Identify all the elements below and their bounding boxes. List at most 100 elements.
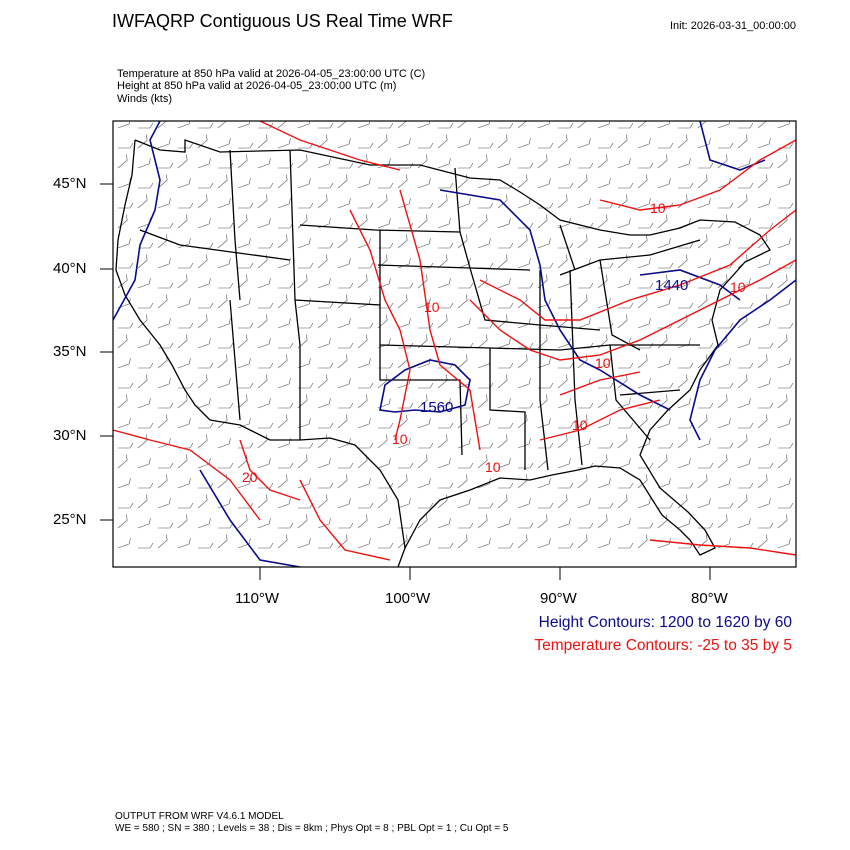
lon-label: 100°W [385, 590, 431, 607]
wind-barb [377, 458, 391, 469]
wind-barb [678, 362, 694, 369]
wind-barb [138, 482, 154, 489]
wind-barb [497, 134, 508, 149]
wind-barb [517, 474, 528, 489]
wind-barb [637, 138, 651, 149]
wind-barb [317, 434, 328, 449]
wind-barb [757, 498, 771, 509]
wind-barb [477, 238, 491, 249]
wind-barb [438, 122, 454, 129]
wind-barb [537, 178, 551, 189]
wind-barb [777, 394, 788, 409]
wind-barb [618, 542, 634, 549]
wind-barb [358, 202, 374, 209]
wind-barb [258, 422, 274, 429]
wind-barb [697, 174, 708, 189]
wind-barb [737, 314, 748, 329]
wind-barb [157, 294, 168, 309]
wind-barb [757, 234, 768, 249]
wind-barb [197, 134, 208, 149]
wind-barb [357, 178, 371, 189]
wind-barb [357, 274, 368, 289]
wind-barb [557, 434, 568, 449]
wind-barb [258, 542, 274, 549]
wind-barb [118, 502, 134, 509]
wind-barb [537, 154, 548, 169]
wind-barb [297, 418, 311, 429]
wind-barb [397, 534, 408, 549]
height-field-label: Height at 850 hPa valid at 2026-04-05_23… [117, 80, 397, 92]
wind-barb [357, 334, 368, 349]
wind-barb [158, 342, 174, 349]
wind-barb [497, 458, 511, 469]
wind-barb [578, 402, 594, 409]
wind-barb [717, 478, 731, 489]
wind-barb [297, 121, 311, 129]
wind-barb [457, 318, 471, 329]
wind-barb [657, 121, 671, 129]
wind-barb [417, 154, 428, 169]
wind-barb [417, 394, 428, 409]
wind-barb [517, 354, 528, 369]
wind-barb [198, 122, 214, 129]
wind-barb [118, 262, 134, 269]
wind-barb [157, 498, 171, 509]
wind-barb [337, 534, 348, 549]
wind-barb [257, 494, 268, 509]
wind-barb [678, 122, 694, 129]
wind-barb [677, 158, 691, 169]
wind-barb [278, 282, 294, 289]
temp-contour-label: 10 [730, 279, 746, 295]
wind-barb [718, 382, 734, 389]
model-config-label: WE = 580 ; SN = 380 ; Levels = 38 ; Dis … [115, 823, 509, 834]
wind-barb [217, 198, 231, 209]
wind-barb [377, 254, 388, 269]
wind-barb [477, 121, 491, 129]
wind-barb [197, 278, 211, 289]
wind-barb [617, 518, 631, 529]
wind-barb [617, 398, 631, 409]
wind-barb [217, 174, 228, 189]
wind-barb [117, 394, 128, 409]
height-contour-label: 1440 [655, 277, 688, 294]
wind-barb [357, 298, 371, 309]
wind-barb [217, 138, 231, 149]
wind-barb [218, 462, 234, 469]
wind-barb [657, 298, 671, 309]
wind-barb [397, 498, 411, 509]
wind-barb [397, 234, 408, 249]
wind-barb [557, 518, 571, 529]
wind-barb [317, 194, 328, 209]
wind-barb [198, 302, 214, 309]
wind-barb [337, 318, 351, 329]
wind-barb [377, 518, 391, 529]
wind-barb [197, 194, 208, 209]
wind-barb [777, 154, 788, 169]
wind-barb [437, 458, 451, 469]
wind-barb [157, 198, 171, 209]
wind-barb [237, 154, 248, 169]
wind-barb [598, 262, 614, 269]
wind-barb [337, 138, 351, 149]
wind-barb [438, 542, 454, 549]
wind-barb [598, 442, 614, 449]
wind-barb [597, 538, 611, 549]
wind-barb [397, 438, 411, 449]
wind-barb [377, 194, 388, 209]
wind-barb [698, 342, 714, 349]
wind-barb [577, 534, 588, 549]
wind-barb [418, 142, 434, 149]
wind-barb [217, 474, 228, 489]
wind-barb [338, 402, 354, 409]
wind-barb [378, 122, 394, 129]
wind-barb [697, 138, 711, 149]
wind-barb [317, 338, 331, 349]
wind-barb [597, 154, 608, 169]
wind-barb [257, 518, 271, 529]
wind-barb [237, 538, 251, 549]
wind-barb [657, 514, 668, 529]
wind-barb [297, 358, 311, 369]
wind-barb [597, 238, 611, 249]
wind-barb [158, 402, 174, 409]
wind-barb [557, 194, 568, 209]
